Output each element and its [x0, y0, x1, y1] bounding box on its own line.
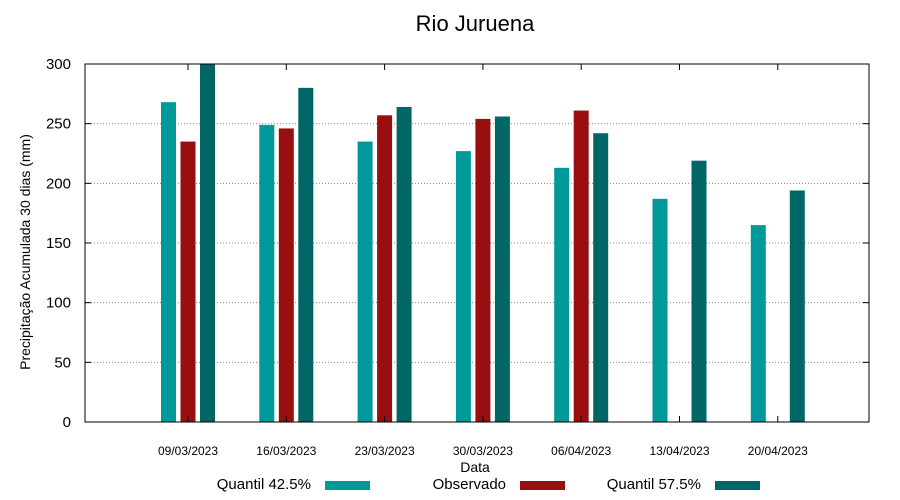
legend-swatch — [520, 481, 565, 490]
chart-title: Rio Juruena — [416, 11, 535, 36]
x-axis-label: Data — [460, 459, 490, 475]
bar-quantil-42-5- — [357, 141, 373, 423]
bar-quantil-42-5- — [554, 167, 570, 422]
x-tick-label: 16/03/2023 — [256, 444, 316, 458]
bar-quantil-57-5- — [200, 64, 215, 422]
legend-label: Observado — [433, 476, 506, 493]
y-tick-label: 0 — [63, 414, 71, 431]
bar-quantil-42-5- — [750, 225, 766, 422]
bar-quantil-57-5- — [494, 116, 510, 423]
bar-observado — [278, 128, 294, 422]
x-tick-label: 06/04/2023 — [551, 444, 611, 458]
y-axis-label: Precipitação Acumulada 30 dias (mm) — [17, 134, 33, 370]
x-axis-ticks: 09/03/2023 16/03/2023 23/03/2023 30/03/2023… — [158, 64, 808, 458]
bar-quantil-42-5- — [455, 151, 471, 422]
y-axis-ticks: 0 50 100 150 200 250 300 — [46, 56, 869, 431]
y-tick-label: 50 — [54, 354, 71, 371]
legend: Quantil 42.5% Observado Quantil 57.5% — [217, 476, 760, 493]
legend-swatch — [715, 481, 760, 490]
y-tick-label: 150 — [46, 235, 71, 252]
legend-swatch — [325, 481, 370, 490]
bar-observado — [377, 115, 393, 423]
bar-quantil-57-5- — [298, 87, 314, 422]
legend-label: Quantil 42.5% — [217, 476, 311, 493]
legend-label: Quantil 57.5% — [607, 476, 701, 493]
x-tick-label: 20/04/2023 — [748, 444, 808, 458]
bar-quantil-57-5- — [691, 160, 707, 422]
bar-observado — [475, 118, 491, 422]
bar-quantil-57-5- — [789, 190, 805, 422]
bars — [161, 64, 805, 423]
bar-quantil-57-5- — [396, 106, 412, 423]
x-tick-label: 30/03/2023 — [453, 444, 513, 458]
bar-quantil-57-5- — [593, 133, 609, 423]
x-tick-label: 13/04/2023 — [649, 444, 709, 458]
y-tick-label: 250 — [46, 116, 71, 133]
x-tick-label: 23/03/2023 — [355, 444, 415, 458]
y-tick-label: 100 — [46, 295, 71, 312]
bar-observado — [180, 141, 196, 423]
bar-quantil-42-5- — [652, 198, 668, 422]
y-tick-label: 200 — [46, 175, 71, 192]
bar-quantil-42-5- — [259, 124, 275, 423]
y-tick-label: 300 — [46, 56, 71, 73]
x-tick-label: 09/03/2023 — [158, 444, 218, 458]
bar-observado — [573, 110, 589, 422]
bar-quantil-42-5- — [161, 102, 176, 422]
